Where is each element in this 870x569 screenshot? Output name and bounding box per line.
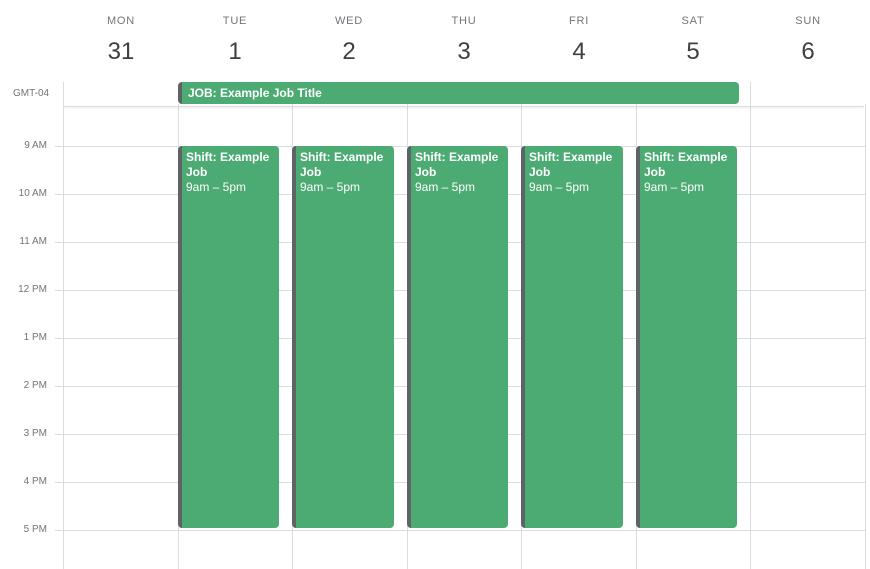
shift-event-fri[interactable]: Shift: Example Job 9am – 5pm <box>521 146 623 528</box>
time-label: 9 AM <box>24 140 47 151</box>
day-number[interactable]: 5 <box>686 38 700 65</box>
day-number[interactable]: 6 <box>801 38 815 65</box>
shift-event-sat[interactable]: Shift: Example Job 9am – 5pm <box>636 146 737 528</box>
shift-event-tue[interactable]: Shift: Example Job 9am – 5pm <box>178 146 279 528</box>
day-of-week: TUE <box>222 15 248 27</box>
day-header-thu[interactable]: THU 3 <box>407 0 521 80</box>
event-time: 9am – 5pm <box>300 180 361 194</box>
day-header-tue[interactable]: TUE 1 <box>178 0 292 80</box>
time-label: 2 PM <box>23 380 47 391</box>
day-header-wed[interactable]: WED 2 <box>292 0 406 80</box>
event-title: Shift: Example Job <box>300 150 384 179</box>
day-of-week: SAT <box>681 15 705 27</box>
day-number[interactable]: 3 <box>457 38 471 65</box>
time-label: 4 PM <box>23 476 47 487</box>
time-label: 5 PM <box>23 524 47 535</box>
time-label: 1 PM <box>23 332 47 343</box>
day-header-sat[interactable]: SAT 5 <box>636 0 750 80</box>
grid-line-vertical <box>750 82 751 569</box>
event-time: 9am – 5pm <box>186 180 247 194</box>
day-header-sun[interactable]: SUN 6 <box>751 0 865 80</box>
time-label: 10 AM <box>18 188 47 199</box>
event-time: 9am – 5pm <box>529 180 590 194</box>
time-label: 11 AM <box>19 236 47 247</box>
day-number[interactable]: 31 <box>107 38 135 65</box>
day-of-week: FRI <box>568 15 590 27</box>
shift-event-thu[interactable]: Shift: Example Job 9am – 5pm <box>407 146 508 528</box>
event-title: Shift: Example Job <box>415 150 499 179</box>
event-title: Shift: Example Job <box>644 150 728 179</box>
event-title: JOB: Example Job Title <box>188 86 322 100</box>
day-of-week: SUN <box>795 15 821 27</box>
hour-line <box>55 530 865 531</box>
day-of-week: THU <box>451 15 477 27</box>
grid-line-vertical <box>865 104 866 569</box>
event-time: 9am – 5pm <box>415 180 476 194</box>
all-day-separator <box>64 106 864 107</box>
grid-line-vertical <box>63 82 64 569</box>
time-label: 3 PM <box>23 428 47 439</box>
timezone-label: GMT-04 <box>13 88 50 99</box>
event-title: Shift: Example Job <box>529 150 613 179</box>
day-of-week: MON <box>106 15 136 27</box>
day-number[interactable]: 1 <box>228 38 242 65</box>
day-number[interactable]: 4 <box>572 38 586 65</box>
shift-event-wed[interactable]: Shift: Example Job 9am – 5pm <box>292 146 394 528</box>
all-day-event-job[interactable]: JOB: Example Job Title <box>178 82 739 104</box>
time-label: 12 PM <box>18 284 47 295</box>
event-title: Shift: Example Job <box>186 150 270 179</box>
event-time: 9am – 5pm <box>644 180 705 194</box>
day-header-mon[interactable]: MON 31 <box>64 0 178 80</box>
day-header-fri[interactable]: FRI 4 <box>522 0 636 80</box>
day-of-week: WED <box>334 15 364 27</box>
day-number[interactable]: 2 <box>342 38 356 65</box>
